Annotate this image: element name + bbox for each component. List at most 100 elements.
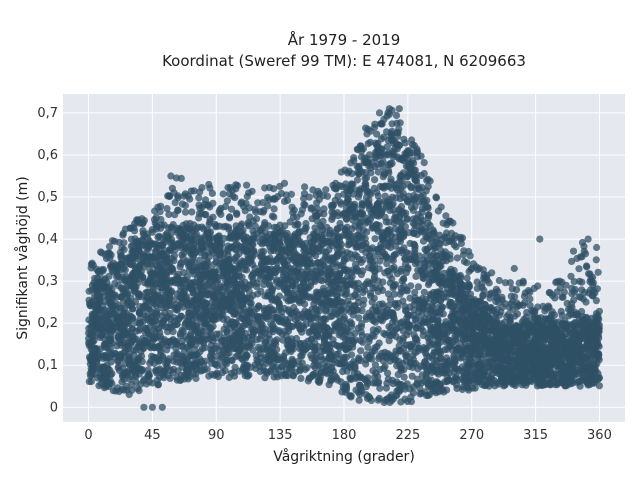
data-point (126, 312, 134, 320)
data-point (405, 256, 413, 264)
data-point (366, 253, 374, 261)
data-point (343, 290, 351, 298)
data-point (390, 290, 398, 298)
data-point (298, 296, 307, 304)
data-point (312, 271, 320, 279)
data-point (402, 350, 410, 358)
data-point (261, 329, 269, 337)
data-point (283, 288, 291, 296)
data-point (128, 305, 137, 313)
data-point (274, 366, 282, 374)
data-point (183, 317, 191, 325)
data-point (420, 318, 428, 326)
data-point (447, 342, 455, 350)
data-point (405, 192, 413, 200)
data-point (158, 283, 166, 291)
data-point (281, 261, 289, 269)
data-point (474, 316, 482, 324)
data-point (365, 196, 373, 204)
data-point (173, 306, 181, 314)
data-point (336, 355, 344, 364)
data-point (291, 253, 299, 261)
data-point (396, 173, 404, 181)
data-point (441, 346, 449, 354)
data-point (111, 291, 119, 299)
data-point (474, 363, 482, 371)
data-point (119, 311, 127, 319)
data-point (114, 282, 122, 290)
data-point (148, 318, 157, 326)
data-point (154, 380, 162, 388)
data-point (332, 275, 340, 283)
data-point (357, 271, 365, 279)
data-point (405, 323, 413, 331)
data-point (420, 271, 428, 279)
data-point (224, 260, 232, 268)
data-point (390, 251, 398, 259)
data-point (397, 284, 405, 292)
data-point (198, 311, 206, 320)
data-point (490, 335, 498, 343)
data-point (184, 368, 192, 376)
data-point (126, 375, 134, 383)
data-point (413, 336, 421, 344)
data-point (346, 300, 354, 309)
data-point (416, 227, 424, 235)
data-point (289, 359, 297, 367)
data-point (345, 337, 353, 345)
data-point (412, 324, 420, 333)
data-point (579, 326, 587, 334)
data-point (157, 304, 165, 312)
data-point (201, 320, 209, 328)
data-point (257, 354, 265, 362)
data-point (401, 303, 409, 311)
data-point (493, 328, 501, 336)
data-point (363, 378, 371, 386)
data-point (398, 219, 406, 227)
data-point (145, 296, 153, 304)
data-point (574, 367, 582, 375)
data-point (474, 338, 482, 346)
data-point (256, 345, 264, 354)
data-point (146, 359, 154, 367)
data-point (315, 377, 323, 385)
data-point (324, 346, 332, 354)
data-point (270, 349, 278, 357)
data-point (297, 340, 305, 348)
data-point (138, 367, 146, 375)
data-point (449, 313, 457, 321)
data-point (113, 314, 121, 322)
data-point (152, 274, 160, 282)
data-point (412, 272, 420, 280)
data-point (275, 306, 283, 314)
data-point (153, 369, 161, 377)
data-point (125, 355, 134, 363)
data-point (306, 315, 314, 323)
data-point (161, 309, 169, 317)
data-point (140, 375, 148, 383)
data-point (390, 219, 398, 227)
data-point (93, 310, 101, 318)
data-point (157, 348, 165, 356)
data-point (440, 388, 448, 396)
data-point (443, 354, 451, 362)
data-point (369, 367, 377, 375)
data-point (375, 197, 384, 206)
data-point (267, 366, 275, 374)
data-point (172, 300, 180, 309)
data-point (471, 310, 479, 318)
data-point (438, 273, 446, 281)
data-point (307, 278, 316, 286)
data-point (135, 290, 143, 299)
data-point (425, 314, 433, 323)
data-point (411, 294, 419, 302)
data-point (202, 300, 210, 308)
data-point (282, 365, 290, 373)
data-point (136, 319, 145, 327)
data-point (135, 355, 143, 363)
data-point (414, 347, 422, 355)
data-point (183, 299, 192, 307)
data-point (184, 323, 193, 331)
data-point (429, 288, 437, 297)
data-point (105, 283, 113, 291)
